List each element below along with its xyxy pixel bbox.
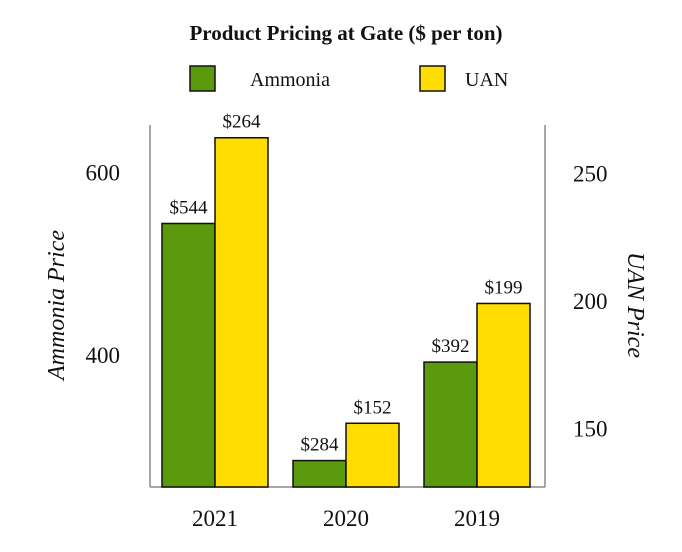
y-axis-left-label: Ammonia Price bbox=[44, 230, 70, 382]
data-label-uan-2020: $152 bbox=[354, 397, 392, 418]
legend: Ammonia UAN bbox=[189, 65, 508, 92]
x-tick-label-2021: 2021 bbox=[192, 506, 238, 531]
x-tick-label-2020: 2020 bbox=[323, 506, 369, 531]
bar-uan-2021 bbox=[214, 136, 269, 488]
legend-swatch-ammonia bbox=[189, 65, 216, 92]
y-right-tick-label: 200 bbox=[573, 289, 608, 314]
data-label-uan-2019: $199 bbox=[485, 277, 523, 298]
bar-uan-2019 bbox=[476, 302, 531, 488]
legend-label-uan: UAN bbox=[465, 69, 508, 91]
x-tick-label-2019: 2019 bbox=[454, 506, 500, 531]
y-axis-right-label: UAN Price bbox=[622, 252, 648, 358]
bar-ammonia-2019 bbox=[423, 361, 478, 488]
bar-ammonia-2021 bbox=[161, 222, 216, 488]
y-right-tick-label: 250 bbox=[573, 161, 608, 186]
plot-area: 400 600 150 200 250 $544 $264 2021 $284 $152 2020 $… bbox=[86, 112, 608, 531]
y-left-tick-label: 600 bbox=[86, 160, 121, 185]
data-label-ammonia-2019: $392 bbox=[432, 336, 470, 357]
y-left-tick-label: 400 bbox=[86, 343, 121, 368]
chart-title: Product Pricing at Gate ($ per ton) bbox=[189, 21, 502, 45]
data-label-uan-2021: $264 bbox=[223, 112, 262, 133]
data-label-ammonia-2020: $284 bbox=[301, 435, 340, 456]
bar-ammonia-2020 bbox=[292, 459, 347, 488]
bar-uan-2020 bbox=[345, 422, 400, 488]
legend-swatch-uan bbox=[419, 65, 446, 92]
data-label-ammonia-2021: $544 bbox=[170, 197, 209, 218]
y-right-tick-label: 150 bbox=[573, 416, 608, 441]
legend-label-ammonia: Ammonia bbox=[250, 69, 330, 91]
